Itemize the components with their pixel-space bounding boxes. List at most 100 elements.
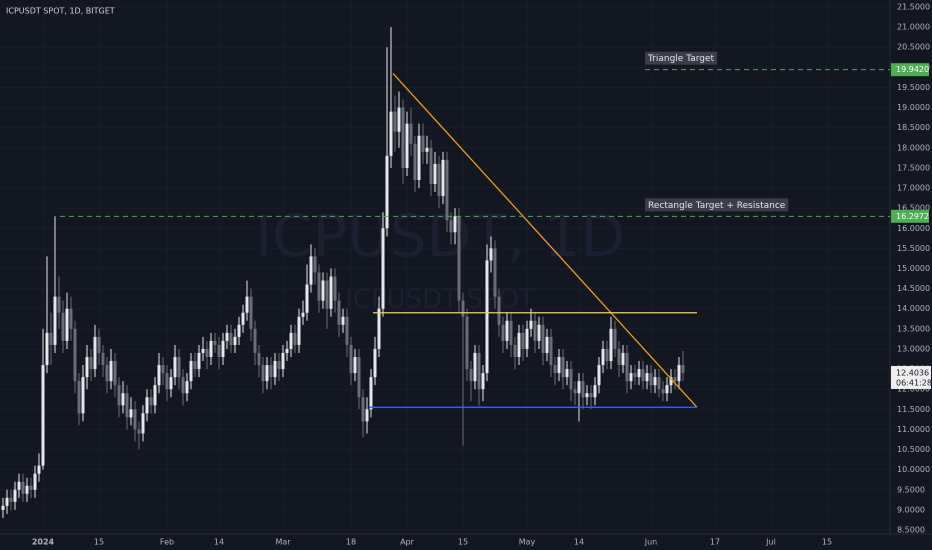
candle-body xyxy=(477,352,481,390)
candle-body xyxy=(157,365,161,386)
candle-body xyxy=(489,248,493,261)
y-tick-label: 9.5000 xyxy=(897,485,925,494)
candle-body xyxy=(121,393,125,406)
x-tick-label: 15 xyxy=(94,538,104,547)
candle-body xyxy=(509,320,513,345)
candle-body xyxy=(397,107,401,132)
candle-body xyxy=(393,111,397,132)
candle-body xyxy=(625,352,629,382)
candle-body xyxy=(653,377,657,386)
candle-body xyxy=(77,381,81,414)
candle-body xyxy=(545,336,549,353)
y-tick-label: 10.5000 xyxy=(897,445,930,454)
candle-body xyxy=(189,361,193,382)
candle-body xyxy=(125,393,129,418)
candle-body xyxy=(641,369,645,382)
x-tick-label: 14 xyxy=(574,538,584,547)
candle-body xyxy=(1,505,5,510)
x-tick-label: Apr xyxy=(400,538,415,547)
candle-body xyxy=(289,332,293,349)
candle-body xyxy=(457,216,461,301)
y-tick-label: 21.5000 xyxy=(897,3,930,12)
target-label-box xyxy=(645,198,789,212)
candle-body xyxy=(513,344,517,358)
candle-body xyxy=(105,365,109,382)
candle-body xyxy=(473,352,477,382)
candle-body xyxy=(425,147,429,152)
target-price-box xyxy=(891,209,929,223)
candle-body xyxy=(365,409,369,422)
candle-body xyxy=(381,228,385,309)
candle-body xyxy=(497,296,501,325)
candle-body xyxy=(649,373,653,386)
candle-body xyxy=(9,497,13,502)
countdown-label: 06:41:28 xyxy=(896,378,932,387)
candle-body xyxy=(657,377,661,390)
y-tick-label: 13.5000 xyxy=(897,324,930,333)
candle-body xyxy=(197,352,201,370)
candle-body xyxy=(573,389,577,394)
candle-body xyxy=(73,328,77,382)
y-tick-label: 15.5000 xyxy=(897,244,930,253)
candle-body xyxy=(409,123,413,144)
y-tick-label: 8.5000 xyxy=(897,526,925,535)
candle-body xyxy=(133,409,137,430)
candle-body xyxy=(145,397,149,414)
candle-body xyxy=(485,260,489,374)
candle-body xyxy=(149,397,153,406)
candle-body xyxy=(17,481,21,490)
x-tick-label: 15 xyxy=(458,538,468,547)
candle-body xyxy=(377,308,381,349)
candle-body xyxy=(273,361,277,378)
candle-body xyxy=(405,123,409,168)
candle-body xyxy=(413,143,417,180)
candle-body xyxy=(101,352,105,366)
candle-body xyxy=(333,276,337,301)
y-tick-label: 21.0000 xyxy=(897,23,930,32)
candle-body xyxy=(237,324,241,337)
x-tick-label: May xyxy=(519,538,536,547)
target-label: Triangle Target xyxy=(647,54,715,64)
candle-body xyxy=(493,248,497,297)
candle-body xyxy=(353,357,357,374)
watermark-sub: ICPUSDT SPOT xyxy=(345,285,535,315)
target-price-box xyxy=(891,63,929,77)
candle-body xyxy=(417,135,421,180)
target-price-label: 16.2972 xyxy=(896,212,929,221)
candle-body xyxy=(617,348,621,366)
x-tick-label: Jun xyxy=(644,538,658,547)
candle-body xyxy=(269,365,273,378)
candle-body xyxy=(117,385,121,406)
candle-body xyxy=(85,357,89,378)
x-tick-label: 14 xyxy=(214,538,224,547)
candle-body xyxy=(241,312,245,325)
candle-body xyxy=(585,393,589,398)
candle-body xyxy=(89,357,93,370)
y-tick-label: 18.0000 xyxy=(897,143,930,152)
candle-body xyxy=(113,361,117,386)
candle-body xyxy=(669,377,673,386)
candle-body xyxy=(589,393,593,398)
candle-body xyxy=(185,381,189,394)
candle-body xyxy=(201,348,205,353)
candle-body xyxy=(29,485,33,490)
candle-body xyxy=(673,377,677,382)
x-tick-label: Jul xyxy=(765,538,776,547)
candle-body xyxy=(597,365,601,386)
candle-body xyxy=(337,300,341,325)
candle-body xyxy=(533,320,537,341)
candle-body xyxy=(37,465,41,474)
candle-body xyxy=(293,332,297,345)
candle-body xyxy=(169,377,173,390)
candle-body xyxy=(421,135,425,152)
candle-body xyxy=(521,332,525,349)
y-tick-label: 18.5000 xyxy=(897,123,930,132)
candle-body xyxy=(569,369,573,390)
y-tick-label: 14.5000 xyxy=(897,284,930,293)
candle-body xyxy=(553,365,557,374)
candle-body xyxy=(461,300,465,317)
candle-body xyxy=(309,256,313,285)
candle-body xyxy=(233,336,237,345)
